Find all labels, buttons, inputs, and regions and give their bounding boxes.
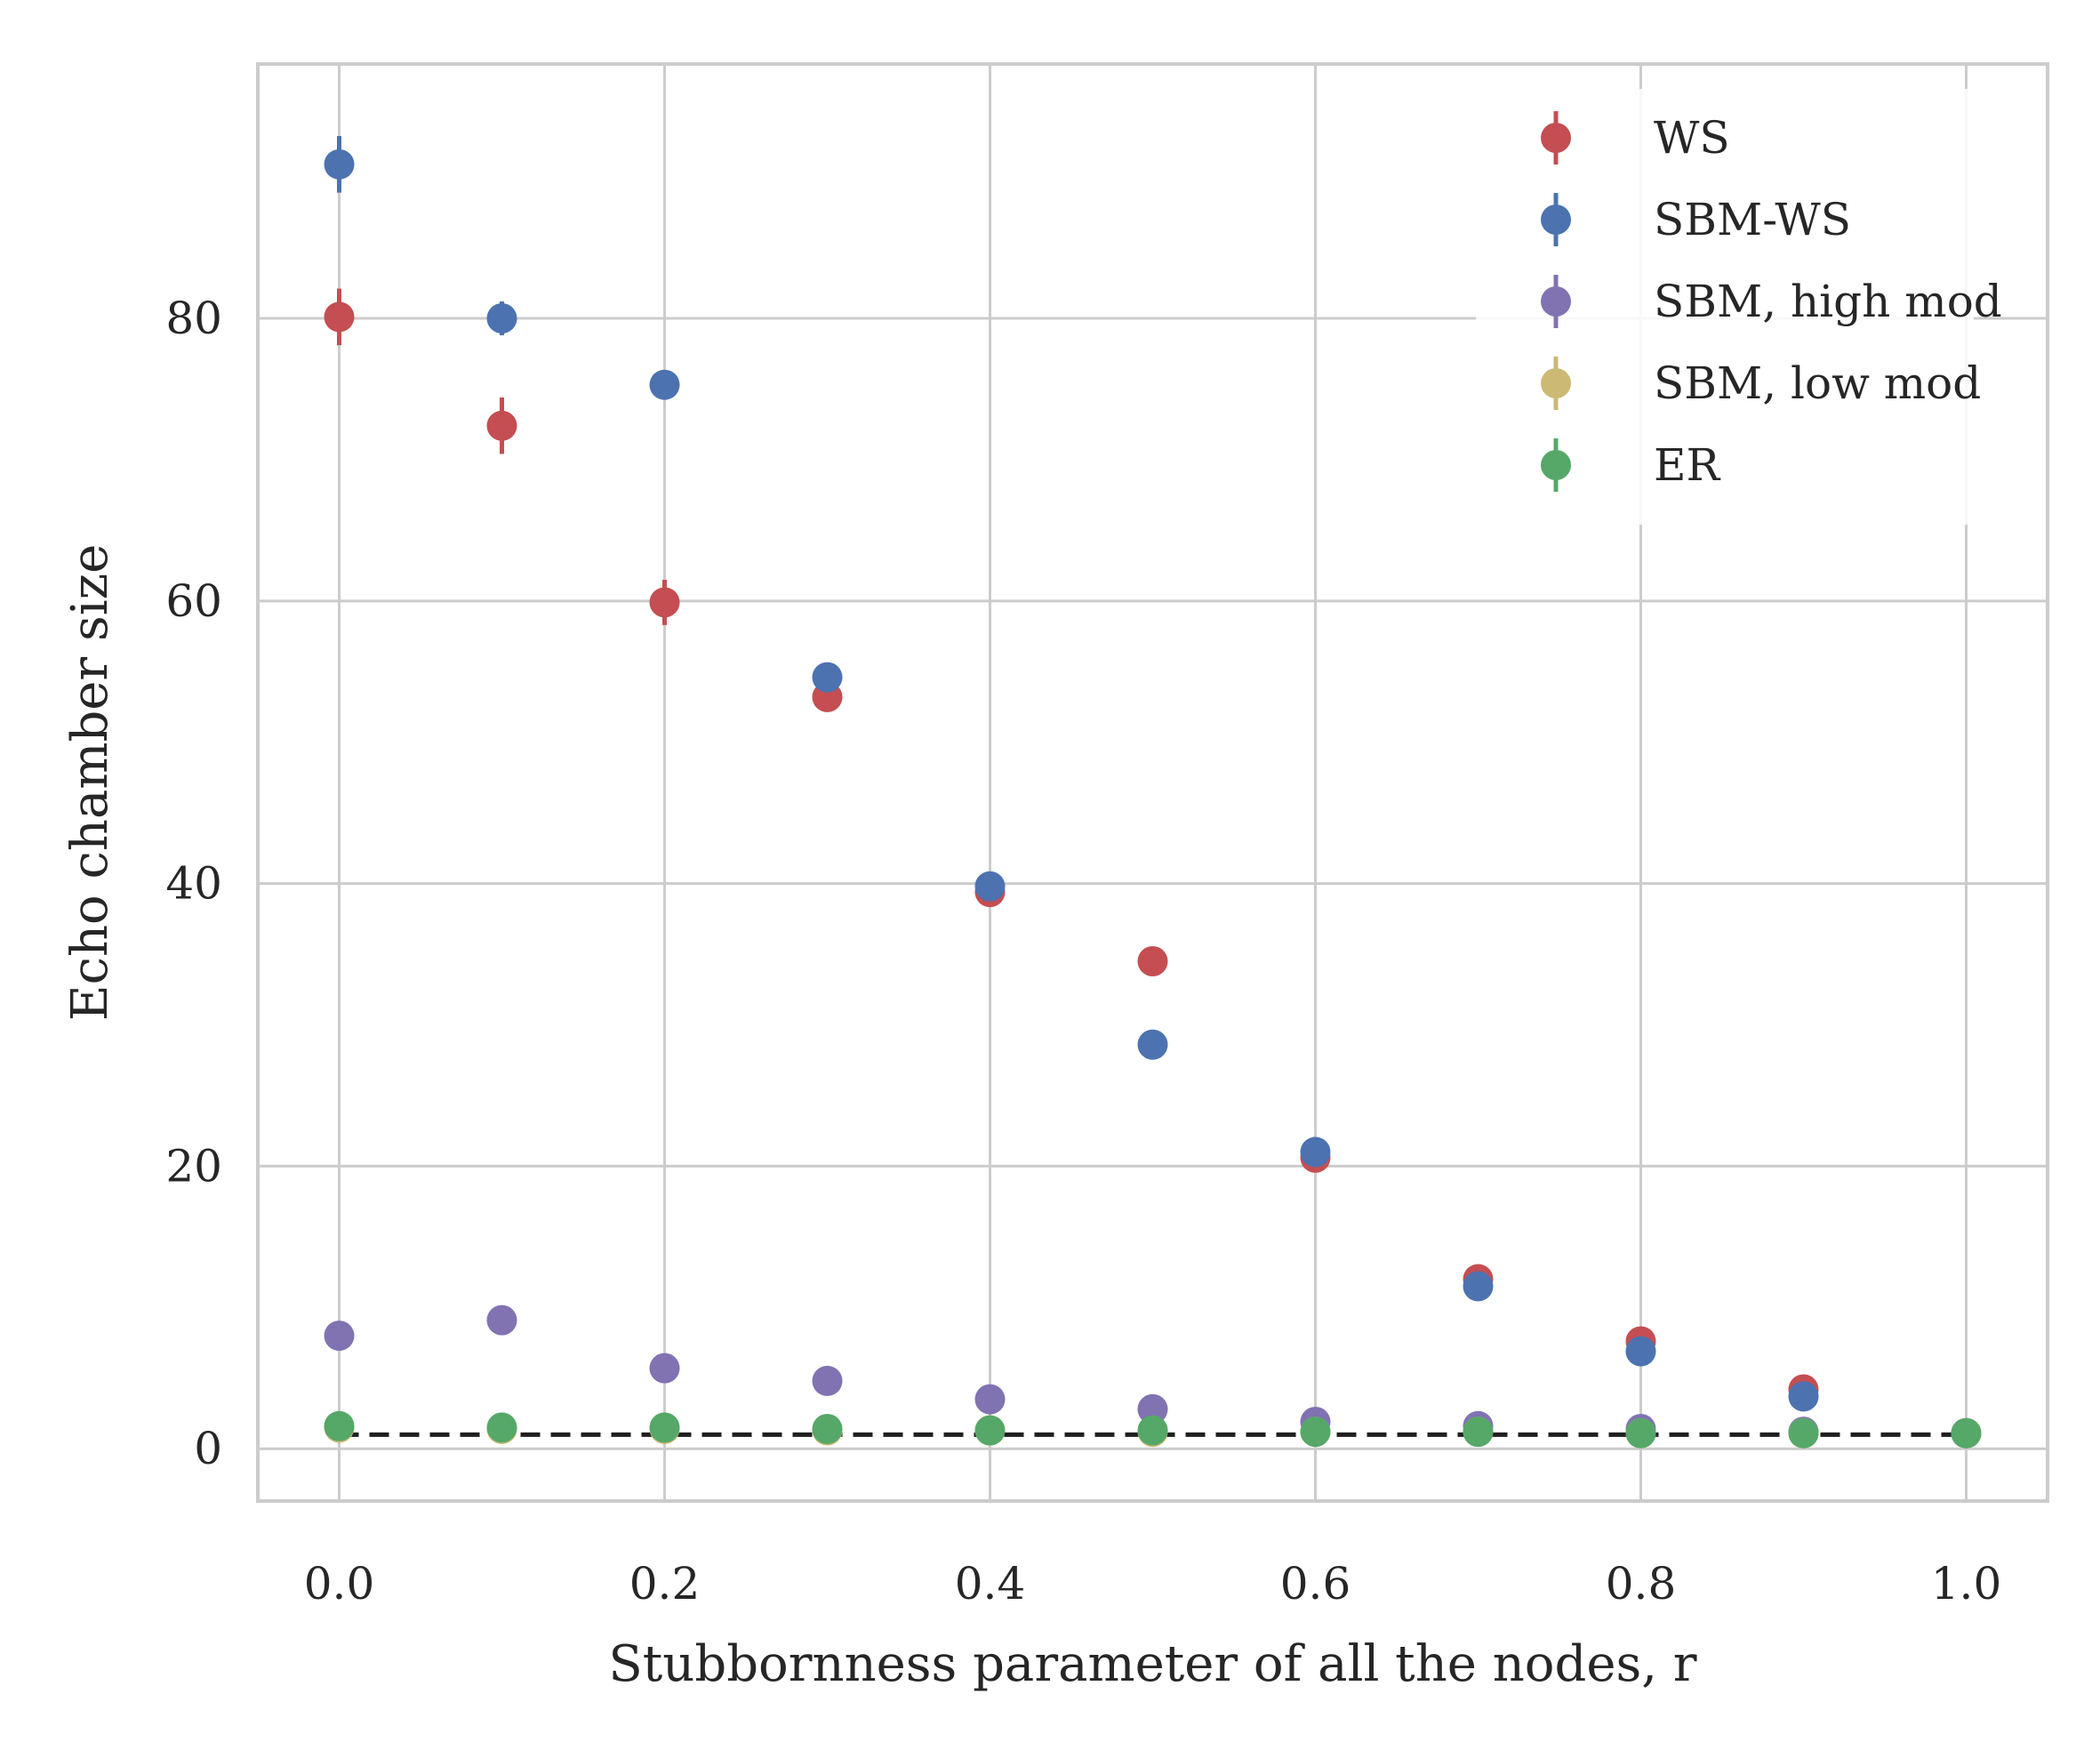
y-tick-label: 0 — [194, 1423, 222, 1474]
legend-marker — [1541, 286, 1571, 317]
data-point — [812, 662, 843, 693]
data-point — [1137, 1415, 1168, 1446]
data-point — [649, 587, 680, 618]
data-point — [324, 149, 355, 180]
data-point — [1788, 1417, 1819, 1449]
legend: WS SBM-WS SBM, high mod SBM, low mod ER — [1476, 89, 2002, 525]
data-point — [649, 1353, 680, 1384]
legend-item: SBM, high mod — [1541, 275, 2002, 328]
data-point — [812, 1365, 843, 1396]
legend-marker — [1541, 450, 1571, 480]
data-point — [1137, 1029, 1168, 1060]
data-point — [974, 871, 1006, 902]
x-tick-label: 1.0 — [1931, 1558, 2002, 1610]
legend-label: ER — [1654, 439, 1720, 491]
data-point — [324, 1321, 355, 1352]
data-point — [1788, 1381, 1819, 1412]
y-axis-label: Echo chamber size — [61, 544, 119, 1022]
legend-label: SBM, high mod — [1654, 276, 2002, 327]
legend-label: SBM-WS — [1654, 194, 1851, 245]
legend-label: WS — [1654, 112, 1730, 164]
y-tick-label: 60 — [165, 575, 222, 627]
legend-marker — [1541, 368, 1571, 398]
legend-marker — [1541, 205, 1571, 235]
series-4 — [324, 1410, 1982, 1449]
x-tick-label: 0.8 — [1606, 1558, 1677, 1610]
plot-frame — [256, 62, 2049, 1503]
data-point — [974, 1384, 1006, 1415]
data-point — [1463, 1417, 1494, 1448]
x-tick-label: 0.4 — [955, 1558, 1026, 1610]
legend-item: WS — [1541, 111, 1730, 165]
data-point — [1951, 1417, 1982, 1449]
data-point — [649, 1412, 680, 1443]
data-point — [486, 1304, 517, 1336]
data-point — [974, 1415, 1006, 1446]
data-point — [486, 1412, 517, 1443]
data-point — [1137, 1393, 1168, 1425]
data-point — [1463, 1271, 1494, 1302]
data-point — [324, 1410, 355, 1441]
legend-marker — [1541, 123, 1571, 153]
data-point — [324, 301, 355, 333]
y-tick-label: 20 — [165, 1140, 222, 1192]
tick-labels: 0.0 0.2 0.4 0.6 0.8 1.0 0 20 40 60 80 — [165, 293, 2001, 1610]
data-point — [486, 303, 517, 334]
y-tick-label: 40 — [165, 858, 222, 910]
data-point — [1300, 1417, 1331, 1448]
legend-label: SBM, low mod — [1654, 357, 1981, 409]
data-point — [1625, 1336, 1656, 1367]
legend-item: ER — [1541, 438, 1720, 492]
data-point — [1300, 1136, 1331, 1168]
series-layer — [324, 136, 1982, 1449]
data-point — [1625, 1417, 1656, 1449]
data-point — [812, 1413, 843, 1444]
data-point — [1137, 946, 1168, 977]
legend-item: SBM-WS — [1541, 193, 1851, 246]
x-tick-label: 0.2 — [629, 1558, 701, 1610]
y-tick-label: 80 — [165, 293, 222, 344]
x-axis-label: Stubbornness parameter of all the nodes,… — [608, 1635, 1696, 1693]
data-point — [649, 369, 680, 400]
legend-item: SBM, low mod — [1541, 357, 1981, 410]
x-tick-label: 0.0 — [304, 1558, 375, 1610]
data-point — [486, 410, 517, 441]
x-tick-label: 0.6 — [1280, 1558, 1351, 1610]
